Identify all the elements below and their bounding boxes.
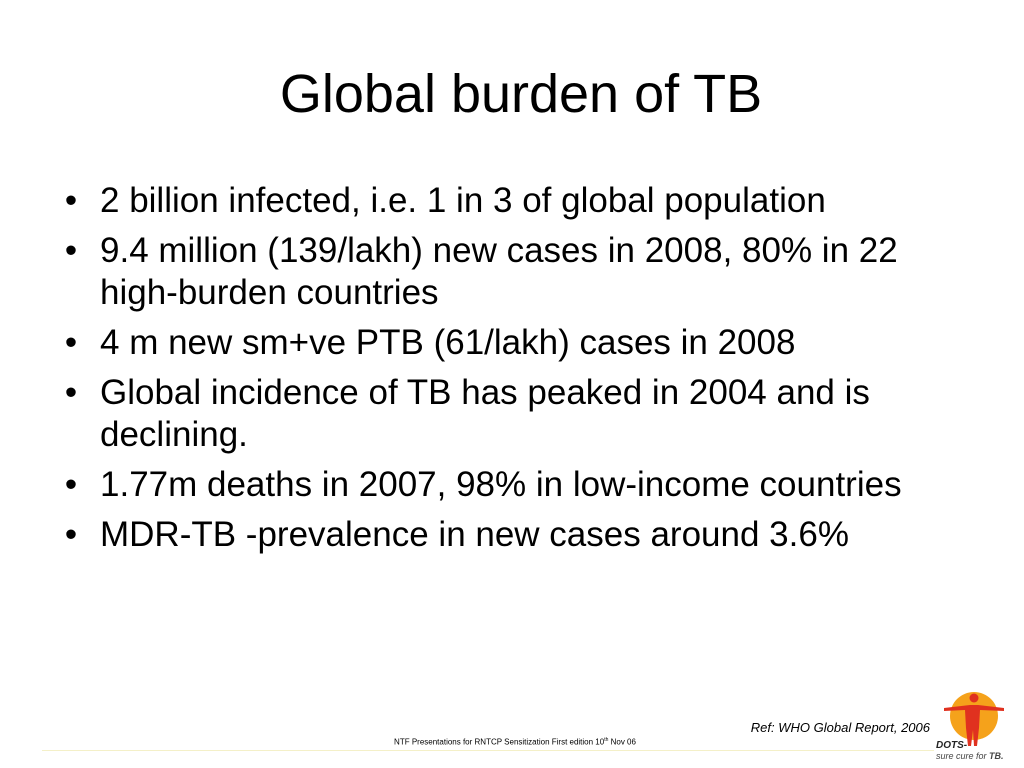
bullet-text: 2 billion infected, i.e. 1 in 3 of globa…	[100, 181, 826, 220]
footer-divider	[42, 750, 934, 751]
footer-text-main: NTF Presentations for RNTCP Sensitizatio…	[394, 737, 605, 747]
bullet-icon: •	[64, 181, 78, 220]
bullet-item: • Global incidence of TB has peaked in 2…	[56, 372, 976, 456]
bullet-item: • MDR-TB -prevalence in new cases around…	[56, 514, 976, 556]
logo-sublabel-text: sure cure for	[936, 751, 990, 761]
footer-text: NTF Presentations for RNTCP Sensitizatio…	[300, 735, 730, 748]
bullet-text: 1.77m deaths in 2007, 98% in low-income …	[100, 465, 902, 504]
footer-text-date: Nov 06	[608, 737, 636, 747]
logo-label: DOTS-	[936, 740, 968, 751]
dots-figure-icon	[944, 692, 1004, 746]
bullet-text: 4 m new sm+ve PTB (61/lakh) cases in 200…	[100, 323, 796, 362]
bullet-list: • 2 billion infected, i.e. 1 in 3 of glo…	[56, 180, 976, 564]
slide-title: Global burden of TB	[279, 64, 763, 124]
bullet-icon: •	[64, 231, 78, 270]
bullet-item: • 4 m new sm+ve PTB (61/lakh) cases in 2…	[56, 322, 976, 364]
bullet-item: • 9.4 million (139/lakh) new cases in 20…	[56, 230, 976, 314]
bullet-item: • 1.77m deaths in 2007, 98% in low-incom…	[56, 464, 976, 506]
bullet-icon: •	[64, 465, 78, 504]
footer-superscript: th	[604, 737, 609, 743]
bullet-text: MDR-TB -prevalence in new cases around 3…	[100, 515, 849, 554]
logo-sublabel-emphasis: TB.	[989, 751, 1004, 761]
logo-sublabel: sure cure for TB.	[936, 751, 1004, 762]
bullet-icon: •	[64, 515, 78, 554]
bullet-icon: •	[64, 323, 78, 362]
bullet-item: • 2 billion infected, i.e. 1 in 3 of glo…	[56, 180, 976, 222]
reference-note: Ref: WHO Global Report, 2006	[750, 720, 930, 735]
bullet-text: 9.4 million (139/lakh) new cases in 2008…	[100, 231, 898, 312]
bullet-text: Global incidence of TB has peaked in 200…	[100, 373, 870, 454]
dots-logo: DOTS- sure cure for TB.	[930, 688, 1020, 766]
bullet-icon: •	[64, 373, 78, 412]
